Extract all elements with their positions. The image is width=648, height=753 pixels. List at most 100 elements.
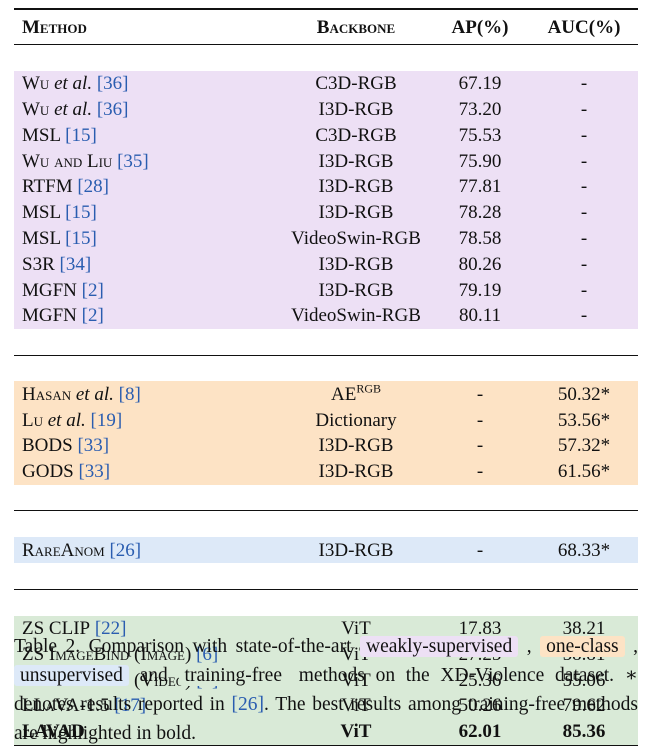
table-row: S3R [34] I3D-RGB 80.26 - xyxy=(14,251,638,278)
method-citation[interactable]: [22] xyxy=(94,617,127,639)
method-citation[interactable]: [6] xyxy=(196,643,219,665)
backbone-value: I3D-RGB xyxy=(318,176,394,198)
method-citation[interactable]: [17] xyxy=(114,695,147,717)
table-row: ZS ImageBind (Image) [6]ViT27.2558.81 xyxy=(14,641,638,668)
table-row: Wu et al. [36] I3D-RGB 73.20 - xyxy=(14,96,638,123)
method-cell: GODS [33] xyxy=(14,459,282,485)
backbone-value: I3D-RGB xyxy=(318,202,394,224)
auc-cell: - xyxy=(580,73,588,95)
method-cell: ZS ImageBind (Image) [6] xyxy=(14,641,282,667)
auc-cell: - xyxy=(580,253,588,275)
auc-cell: 85.36 xyxy=(562,721,606,743)
backbone-cell: ViT xyxy=(282,667,430,693)
method-cell: ZS CLIP [22] xyxy=(14,616,282,642)
ap-cell: 67.19 xyxy=(458,73,502,95)
header-method: Method xyxy=(22,16,87,38)
backbone-cell: ViT xyxy=(282,719,430,745)
method-citation[interactable]: [36] xyxy=(96,73,129,95)
method-name: LLaVA-1.5 xyxy=(22,695,110,717)
method-citation[interactable]: [36] xyxy=(96,98,129,120)
backbone-cell: I3D-RGB xyxy=(282,433,430,459)
table-row: MSL [15] C3D-RGB 75.53 - xyxy=(14,122,638,149)
method-citation[interactable]: [26] xyxy=(109,539,142,561)
method-citation[interactable]: [8] xyxy=(118,383,141,405)
method-cell: Wu et al. [36] xyxy=(14,97,282,123)
method-name: Hasan xyxy=(22,383,72,405)
backbone-value: VideoSwin-RGB xyxy=(291,227,421,249)
method-cell: BODS [33] xyxy=(14,433,282,459)
table-row: MGFN [2] VideoSwin-RGB 80.11 - xyxy=(14,302,638,329)
ap-cell: 77.81 xyxy=(458,176,502,198)
method-cell: Wu and Liu [35] xyxy=(14,148,282,174)
backbone-cell: I3D-RGB xyxy=(282,251,430,277)
backbone-cell: VideoSwin-RGB xyxy=(282,303,430,329)
method-citation[interactable]: [2] xyxy=(81,305,104,327)
auc-cell: - xyxy=(580,124,588,146)
backbone-value: ViT xyxy=(341,695,371,717)
backbone-cell: AERGB xyxy=(282,381,430,407)
table-row: LLaVA-1.5 [17] ViT 50.26 79.62 xyxy=(14,692,638,719)
method-etal: et al. xyxy=(49,98,93,120)
method-cell: MSL [15] xyxy=(14,226,282,252)
method-name: BODS xyxy=(22,435,73,457)
method-cell: MSL [15] xyxy=(14,200,282,226)
method-citation[interactable]: [15] xyxy=(65,202,97,224)
auc-cell: - xyxy=(580,305,588,327)
method-cell: Lu et al. [19] xyxy=(14,407,282,433)
method-citation[interactable]: [34] xyxy=(59,253,92,275)
ap-cell: 78.58 xyxy=(458,227,502,249)
ap-cell: - xyxy=(476,461,484,483)
backbone-cell: VideoSwin-RGB xyxy=(282,226,430,252)
method-citation[interactable]: [33] xyxy=(77,435,110,457)
caption-training-free: training-free xyxy=(178,665,288,686)
method-citation[interactable]: [35] xyxy=(117,150,149,172)
table-row: LAVAD ViT 62.01 85.36 xyxy=(14,718,638,746)
ap-cell: 73.20 xyxy=(458,98,502,120)
method-name: MSL xyxy=(22,202,61,224)
backbone-value: ViT xyxy=(341,669,371,691)
backbone-value: Dictionary xyxy=(315,409,397,431)
method-citation[interactable]: [33] xyxy=(78,461,111,483)
method-cell: MSL [15] xyxy=(14,122,282,148)
ap-cell: 50.26 xyxy=(458,695,502,717)
method-citation[interactable]: [19] xyxy=(90,409,123,431)
ap-cell: 79.19 xyxy=(458,279,502,301)
method-etal: et al. xyxy=(43,409,86,431)
table-row: RareAnom [26] I3D-RGB - 68.33* xyxy=(14,537,638,563)
backbone-cell: C3D-RGB xyxy=(282,71,430,97)
backbone-cell: Dictionary xyxy=(282,407,430,433)
method-citation[interactable]: [15] xyxy=(65,227,97,249)
backbone-value: ViT xyxy=(341,617,371,639)
header-backbone: Backbone xyxy=(316,16,396,38)
ap-cell: 17.83 xyxy=(458,617,502,639)
method-cell: MGFN [2] xyxy=(14,277,282,303)
ap-cell: - xyxy=(476,435,484,457)
method-name: GODS xyxy=(22,461,74,483)
table-row: MSL [15] VideoSwin-RGB 78.58 - xyxy=(14,225,638,252)
backbone-cell: I3D-RGB xyxy=(282,459,430,485)
caption-sep: , xyxy=(518,636,541,657)
method-citation[interactable]: [28] xyxy=(77,176,110,198)
table-row: Hasan et al. [8] AERGB -50.32* xyxy=(14,381,638,408)
table-row: Wu et al. [36] C3D-RGB 67.19 - xyxy=(14,70,638,97)
table-row: MSL [15] I3D-RGB 78.28 - xyxy=(14,199,638,226)
caption-unsupervised: unsupervised xyxy=(14,665,129,686)
auc-cell: 50.32* xyxy=(557,383,611,405)
auc-cell: - xyxy=(580,279,588,301)
auc-cell: 57.32* xyxy=(557,435,611,457)
table-row: MGFN [2] I3D-RGB 79.19 - xyxy=(14,277,638,303)
table-caption: Table 2. Comparison with state-of-the-ar… xyxy=(14,632,638,748)
backbone-value: I3D-RGB xyxy=(318,279,394,301)
method-name: RareAnom xyxy=(22,539,105,561)
method-name: S3R xyxy=(22,253,55,275)
ap-cell: 75.53 xyxy=(458,124,502,146)
backbone-cell: I3D-RGB xyxy=(282,200,430,226)
table-body: Wu et al. [36] C3D-RGB 67.19- Wu et al. [36… xyxy=(14,43,638,748)
backbone-value: I3D-RGB xyxy=(318,150,394,172)
ap-cell: 62.01 xyxy=(458,721,502,743)
method-citation[interactable]: [2] xyxy=(81,279,104,301)
method-citation[interactable]: [15] xyxy=(65,124,97,146)
backbone-value: VideoSwin-RGB xyxy=(291,305,421,327)
auc-cell: 53.56* xyxy=(557,409,611,431)
caption-citation[interactable]: [26] xyxy=(231,694,264,715)
